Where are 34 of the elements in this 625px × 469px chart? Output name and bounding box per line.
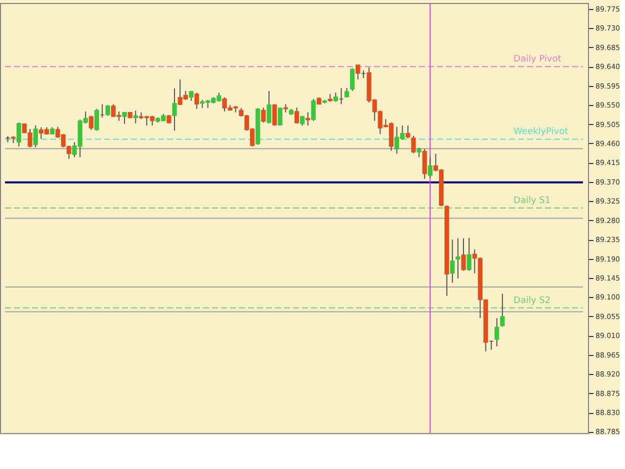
candlestick (450, 239, 455, 284)
candlestick (106, 104, 110, 116)
candlestick (306, 112, 310, 126)
candlestick (16, 122, 22, 147)
candlestick (344, 87, 350, 98)
ref-line-label: Daily S2 (514, 296, 551, 306)
candlestick (294, 107, 300, 124)
candlestick (261, 107, 266, 124)
candlestick (416, 147, 422, 158)
candlestick (278, 107, 282, 126)
candlestick (494, 318, 500, 347)
candlestick (311, 98, 316, 122)
candlestick (406, 125, 410, 139)
candlestick (300, 115, 305, 126)
candlestick (172, 88, 177, 132)
ref-line-label: WeeklyPivot (514, 127, 569, 138)
candlestick (466, 237, 472, 272)
candlestick (428, 156, 432, 178)
candlestick (456, 238, 460, 279)
candlestick (133, 110, 138, 124)
candlestick (411, 135, 416, 154)
ref-line-label: Daily Pivot (514, 54, 562, 65)
candlestick (461, 238, 466, 272)
candlestick (500, 293, 505, 328)
candlestick (266, 90, 272, 124)
candlestick (94, 108, 99, 132)
candlestick (272, 104, 277, 126)
candlestick (194, 92, 200, 110)
candlestick (422, 148, 427, 180)
candlestick (33, 125, 38, 148)
ref-line-label: Daily S1 (514, 196, 551, 206)
candlestick (350, 68, 355, 92)
candlestick (88, 115, 94, 130)
candlestick (356, 64, 360, 80)
